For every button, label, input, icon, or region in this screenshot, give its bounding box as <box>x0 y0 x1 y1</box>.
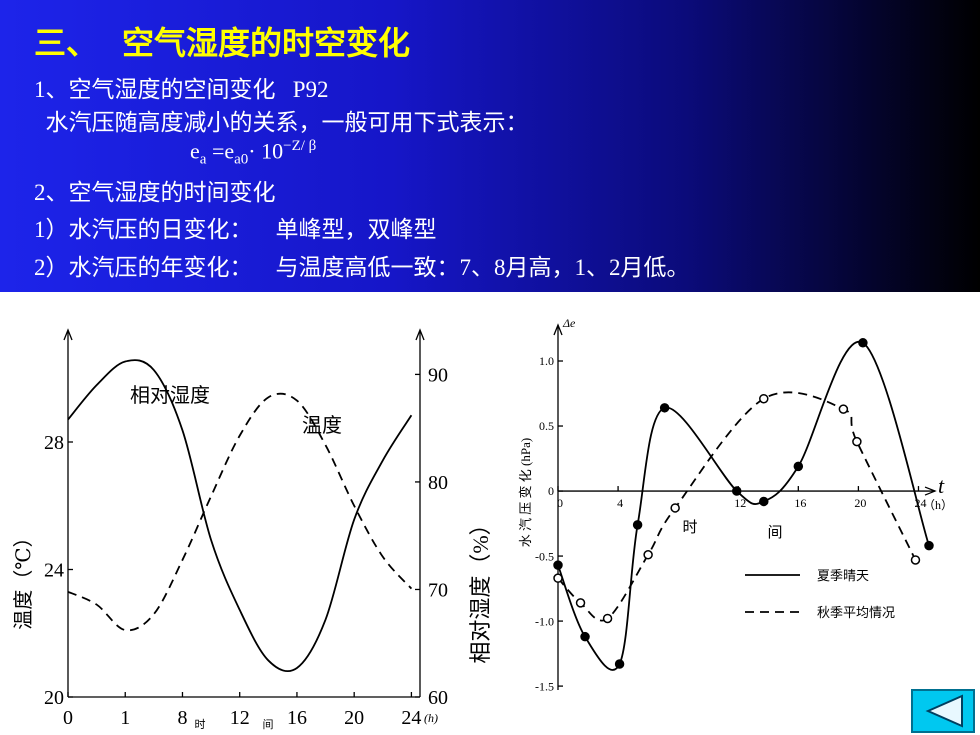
data-point <box>575 598 586 608</box>
series-line <box>557 391 917 622</box>
data-point <box>580 631 590 642</box>
x-tick-label: 12 <box>734 496 746 510</box>
data-point <box>793 461 804 472</box>
y-tick-label: 20 <box>44 687 64 709</box>
formula: ea =ea0· 10−Z/ β <box>190 138 316 169</box>
x-axis-label: 间 <box>263 718 274 731</box>
x-tick-label: 12 <box>230 707 250 729</box>
data-point <box>659 403 670 413</box>
formula-part: =e <box>206 138 235 164</box>
series-label: 温度 <box>302 414 342 437</box>
x-symbol: t <box>938 473 945 498</box>
text-line: 2）水汽压的年变化： 与温度高低一致：7、8月高，1、2月低。 <box>34 255 690 280</box>
x-axis-label: 时 <box>195 718 206 731</box>
y-tick-label: 28 <box>44 432 64 454</box>
data-point <box>670 503 680 513</box>
y2-tick-label: 70 <box>428 579 448 601</box>
back-arrow[interactable] <box>925 694 963 728</box>
x-tick-label: 16 <box>794 496 806 510</box>
legend-label: 秋季平均情况 <box>817 605 895 620</box>
legend-label: 夏季晴天 <box>817 568 869 583</box>
back-button[interactable] <box>911 689 975 733</box>
y2-tick-label: 80 <box>428 472 448 494</box>
x-tick-label: 20 <box>854 496 866 510</box>
data-point <box>852 436 862 447</box>
y-tick-label: -1.0 <box>535 614 554 628</box>
data-point <box>858 338 868 348</box>
data-point <box>553 573 563 583</box>
axis-arrow <box>924 486 937 496</box>
y-tick-label: 0.5 <box>539 419 554 433</box>
axis-arrow <box>553 323 563 336</box>
data-point <box>643 550 653 560</box>
data-point <box>731 486 742 496</box>
y-symbol: Δe <box>562 316 576 330</box>
y-tick-label: -1.5 <box>535 679 554 693</box>
data-point <box>632 520 643 530</box>
data-point <box>924 540 934 551</box>
x-tick-label: 0 <box>557 496 563 510</box>
formula-part: · 10 <box>248 138 284 164</box>
text-line: 2、空气湿度的时间变化 <box>34 180 276 205</box>
text-line: 1、空气湿度的空间变化 P92 <box>34 77 329 102</box>
y-tick-label: 24 <box>44 560 64 582</box>
x-tick-label: 4 <box>617 496 623 510</box>
axis-arrow <box>63 328 73 341</box>
x-axis-label: 间 <box>767 524 782 541</box>
series-line <box>67 392 413 632</box>
y2-tick-label: 60 <box>428 687 448 709</box>
series-label: 相对湿度 <box>130 384 210 407</box>
formula-part: a0 <box>234 151 249 168</box>
series-line <box>67 359 413 673</box>
data-point <box>759 393 769 404</box>
data-point <box>553 560 563 570</box>
data-point <box>614 659 625 669</box>
x-unit: （h） <box>923 498 953 512</box>
title: 三、 空气湿度的时空变化 <box>34 25 411 61</box>
text-line: 水汽压随高度减小的关系，一般可用下式表示： <box>34 110 529 135</box>
x-tick-label: 20 <box>344 707 364 729</box>
data-point <box>838 404 849 414</box>
y-tick-label: 1.0 <box>539 354 554 368</box>
x-tick-label: 8 <box>177 707 187 729</box>
x-tick-label: 16 <box>287 707 307 729</box>
y-axis-label: 温度（℃） <box>12 527 35 629</box>
axis-arrow <box>415 328 425 341</box>
x-axis-label: 时 <box>682 519 697 536</box>
data-point <box>602 613 613 624</box>
y-axis-label: 水 汽 压 变 化 (hPa) <box>518 438 533 547</box>
data-point <box>759 496 769 507</box>
y2-tick-label: 90 <box>428 364 448 386</box>
x-tick-label: 0 <box>63 707 73 729</box>
formula-part: a <box>199 151 207 168</box>
x-tick-label: 1 <box>120 707 130 729</box>
formula-part: e <box>190 138 200 164</box>
x-tick-label: 24 <box>401 707 421 729</box>
formula-part: −Z/ β <box>283 138 317 154</box>
data-point <box>910 555 921 565</box>
text-line: 1）水汽压的日变化： 单峰型，双峰型 <box>34 217 437 242</box>
header: 三、 空气湿度的时空变化 1、空气湿度的空间变化 P92 水汽压随高度减小的关系… <box>0 0 980 292</box>
x-unit: (h) <box>424 711 438 725</box>
y-tick-label: 0 <box>548 484 554 498</box>
y-tick-label: -0.5 <box>535 549 554 563</box>
y2-axis-label: 相对湿度（%） <box>468 513 493 663</box>
